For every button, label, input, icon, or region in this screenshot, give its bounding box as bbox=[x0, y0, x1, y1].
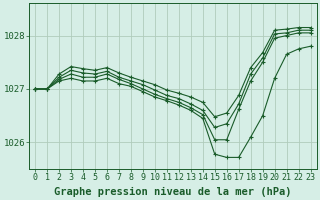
X-axis label: Graphe pression niveau de la mer (hPa): Graphe pression niveau de la mer (hPa) bbox=[54, 186, 292, 197]
